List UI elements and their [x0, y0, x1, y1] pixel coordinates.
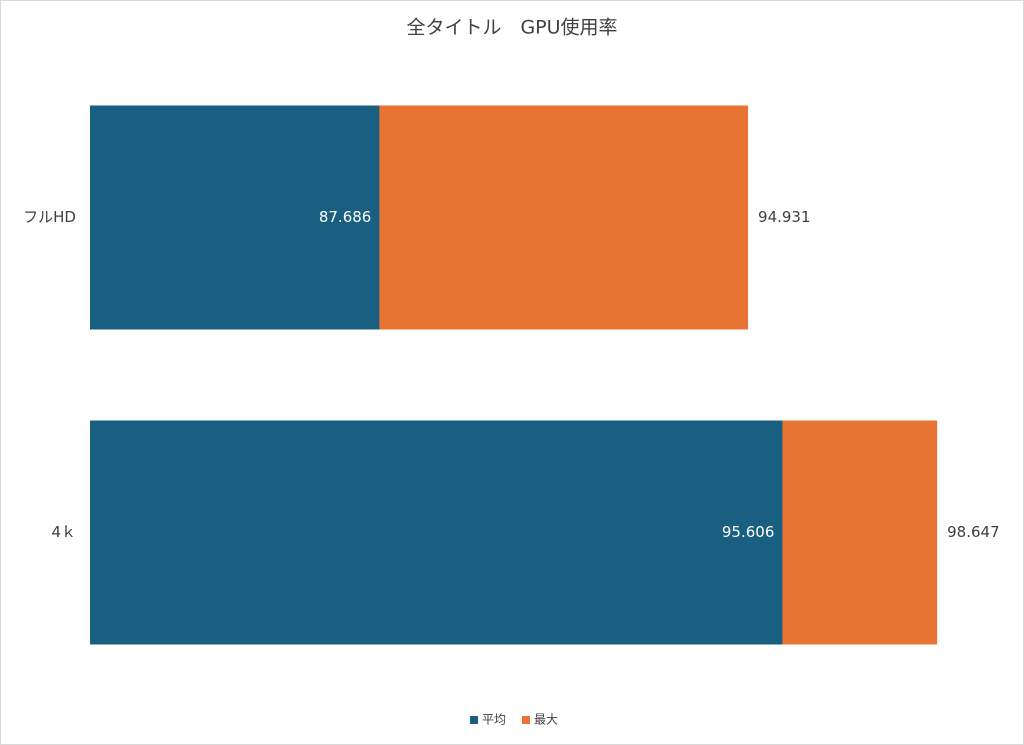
y-tick-label: 4ｋ: [51, 523, 76, 541]
y-tick-label: フルHD: [23, 208, 76, 226]
data-label: 94.931: [758, 208, 811, 226]
bar: [90, 105, 380, 330]
bar: [90, 420, 783, 645]
data-label: 95.606: [722, 523, 775, 541]
legend-swatch: [470, 716, 478, 724]
legend-swatch: [522, 716, 530, 724]
legend-label: 最大: [534, 713, 558, 727]
data-label: 87.686: [319, 208, 372, 226]
data-label: 98.647: [947, 523, 1000, 541]
legend-label: 平均: [482, 713, 506, 727]
chart-title: 全タイトル GPU使用率: [406, 17, 617, 39]
